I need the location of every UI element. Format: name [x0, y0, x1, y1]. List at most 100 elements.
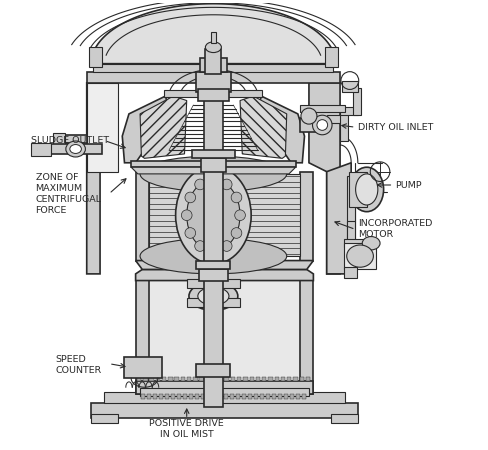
Ellipse shape [355, 174, 377, 205]
Polygon shape [135, 270, 313, 280]
Bar [348, 171, 366, 207]
Ellipse shape [207, 245, 218, 256]
Bar [188, 394, 192, 399]
Bar [271, 394, 275, 399]
Bar [164, 90, 262, 97]
Bar [168, 377, 172, 382]
Bar [249, 377, 253, 382]
Polygon shape [131, 161, 295, 167]
Polygon shape [240, 96, 286, 158]
Bar [162, 377, 166, 382]
Bar [230, 377, 235, 382]
Bar [143, 377, 147, 382]
Bar [286, 377, 291, 382]
Bar [135, 381, 313, 394]
Bar [104, 392, 344, 403]
Ellipse shape [221, 179, 232, 190]
Bar [171, 394, 175, 399]
Ellipse shape [234, 210, 245, 220]
Bar [186, 279, 240, 288]
Bar [212, 394, 216, 399]
Ellipse shape [231, 228, 242, 238]
Bar [344, 267, 356, 279]
Ellipse shape [194, 241, 205, 252]
Bar [218, 377, 222, 382]
Polygon shape [326, 163, 350, 274]
Bar [201, 158, 225, 171]
Bar [199, 377, 203, 382]
Bar [274, 377, 279, 382]
Polygon shape [91, 4, 334, 63]
Bar [236, 394, 240, 399]
Bar [153, 394, 157, 399]
Bar [339, 107, 357, 115]
Bar [342, 81, 357, 92]
Bar [300, 171, 313, 261]
Bar [344, 239, 370, 247]
Bar [194, 394, 199, 399]
Bar [149, 174, 300, 256]
Bar [305, 377, 309, 382]
Bar [86, 72, 339, 83]
Ellipse shape [346, 245, 373, 267]
Bar [265, 394, 269, 399]
Ellipse shape [221, 241, 232, 252]
Bar [124, 357, 162, 378]
Bar [262, 377, 266, 382]
Bar [346, 220, 354, 243]
Text: SPEED
COUNTER: SPEED COUNTER [56, 355, 102, 375]
Ellipse shape [194, 179, 205, 190]
Bar [177, 394, 181, 399]
Bar [260, 394, 264, 399]
Bar [86, 83, 118, 171]
Bar [135, 171, 149, 261]
Bar [174, 377, 179, 382]
Bar [205, 50, 221, 74]
Bar [224, 394, 228, 399]
Bar [289, 394, 293, 399]
Bar [155, 377, 160, 382]
Bar [330, 414, 357, 423]
Polygon shape [140, 96, 186, 158]
Bar [200, 58, 226, 72]
Bar [137, 377, 141, 382]
Text: DIRTY OIL INLET: DIRTY OIL INLET [357, 123, 432, 132]
Text: PUMP: PUMP [395, 180, 421, 189]
Bar [230, 394, 234, 399]
Ellipse shape [181, 210, 192, 220]
Ellipse shape [140, 238, 286, 274]
Bar [91, 403, 357, 418]
Ellipse shape [362, 237, 379, 250]
Polygon shape [122, 96, 166, 163]
Bar [280, 377, 285, 382]
Bar [254, 394, 258, 399]
Bar [196, 364, 230, 377]
Bar [206, 394, 210, 399]
Bar [93, 63, 333, 72]
Bar [242, 394, 246, 399]
Bar [186, 377, 191, 382]
Bar [248, 394, 252, 399]
Bar [203, 74, 223, 407]
Bar [149, 377, 154, 382]
Bar [53, 133, 64, 145]
Bar [224, 377, 228, 382]
Bar [326, 115, 344, 123]
Bar [183, 394, 186, 399]
Bar [353, 88, 361, 115]
Text: SLUDGE OUTLET: SLUDGE OUTLET [31, 136, 109, 145]
Text: POSITIVE DRIVE
IN OIL MIST: POSITIVE DRIVE IN OIL MIST [149, 419, 224, 440]
Ellipse shape [205, 42, 221, 53]
Bar [299, 377, 304, 382]
Ellipse shape [186, 180, 240, 251]
Bar [218, 394, 222, 399]
Ellipse shape [175, 166, 251, 264]
Bar [301, 394, 305, 399]
Text: ZONE OF
MAXIMUM
CENTRIFUGAL
FORCE: ZONE OF MAXIMUM CENTRIFUGAL FORCE [36, 173, 102, 215]
Bar [198, 90, 228, 100]
Bar [268, 377, 272, 382]
Ellipse shape [184, 192, 195, 203]
Bar [140, 388, 308, 396]
Bar [293, 377, 297, 382]
Bar [89, 47, 102, 67]
